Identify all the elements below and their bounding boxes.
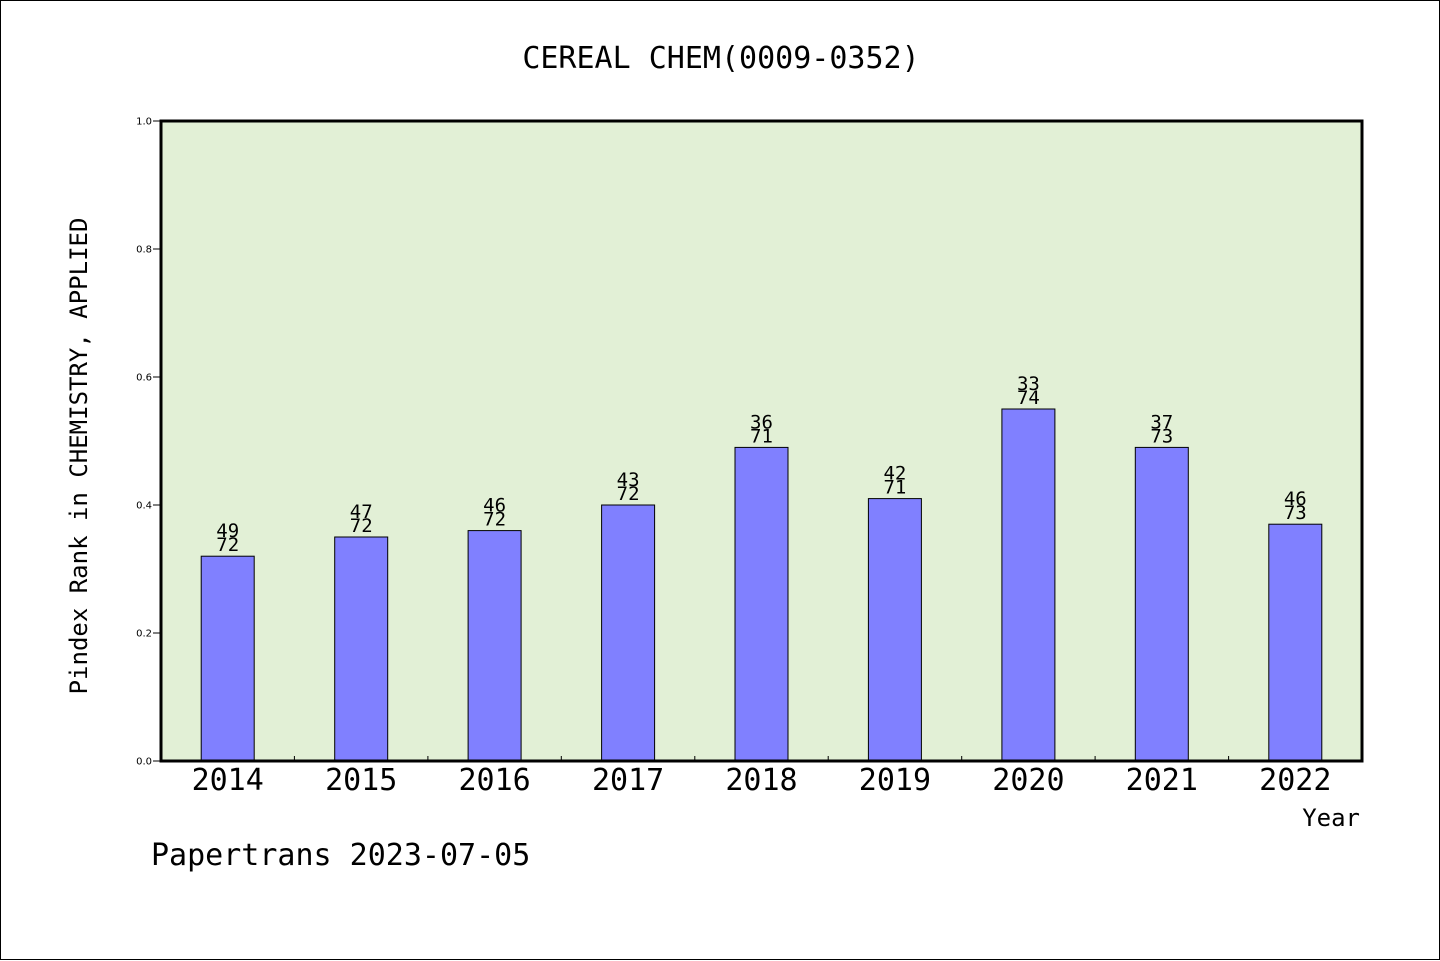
bar-total-label-2014: 72: [216, 534, 239, 556]
bar-total-label-2016: 72: [483, 509, 506, 531]
footer-text: Papertrans 2023-07-05: [151, 838, 530, 873]
bar-total-label-2019: 71: [883, 477, 906, 499]
chart-title: CEREAL CHEM(0009-0352): [522, 41, 919, 76]
x-tick-label-2021: 2021: [1126, 763, 1198, 798]
plot-border: [159, 119, 1364, 763]
y-tick-label: 0.4: [136, 501, 152, 512]
bar-2019: [867, 498, 922, 762]
x-tick-label-2014: 2014: [192, 763, 264, 798]
y-tick-label: 1.0: [136, 117, 152, 128]
bar-2022: [1268, 523, 1323, 762]
bar-total-label-2017: 72: [617, 483, 640, 505]
bar-rank-label-2015: 47: [350, 501, 373, 523]
bar-rank-label-2022: 46: [1284, 488, 1307, 510]
bar-2018: [734, 446, 789, 762]
bar-rank-label-2020: 33: [1017, 373, 1040, 395]
bar-2016: [467, 530, 522, 762]
bar-total-label-2021: 73: [1150, 425, 1173, 447]
x-tick-label-2017: 2017: [592, 763, 664, 798]
bar-2017: [601, 504, 656, 762]
bar-rank-label-2016: 46: [483, 495, 506, 517]
y-tick-label: 0.2: [136, 629, 152, 640]
y-axis: 0.0 0.2 0.4 0.6 0.8 1.0: [136, 117, 161, 768]
bar-total-label-2020: 74: [1017, 387, 1040, 409]
bar-2014: [200, 555, 255, 762]
bar-rank-label-2017: 43: [617, 469, 640, 491]
y-axis-label: Pindex Rank in CHEMISTRY, APPLIED: [65, 218, 93, 695]
bar-total-label-2018: 71: [750, 425, 773, 447]
y-tick-label: 0.6: [136, 373, 152, 384]
x-axis-label: Year: [1302, 804, 1360, 832]
bar-total-label-2022: 73: [1284, 502, 1307, 524]
bar-rank-label-2014: 49: [216, 520, 239, 542]
x-tick-label-2019: 2019: [859, 763, 931, 798]
x-tick-label-2015: 2015: [325, 763, 397, 798]
bars-group: [200, 408, 1323, 762]
bar-2020: [1001, 408, 1056, 762]
x-tick-label-2016: 2016: [458, 763, 530, 798]
bar-total-label-2015: 72: [350, 515, 373, 537]
bar-2021: [1134, 446, 1189, 762]
bar-rank-label-2021: 37: [1150, 411, 1173, 433]
x-tick-label-2022: 2022: [1259, 763, 1331, 798]
bar-rank-label-2018: 36: [750, 411, 773, 433]
bar-rank-label-2019: 42: [883, 463, 906, 485]
bar-2015: [334, 536, 389, 762]
x-tick-label-2020: 2020: [992, 763, 1064, 798]
x-tick-label-2018: 2018: [725, 763, 797, 798]
y-tick-label: 0.8: [136, 245, 152, 256]
y-tick-label: 0.0: [136, 757, 152, 768]
x-axis: 2014 2015 2016 2017 2018 2019 2020 2021 2022: [192, 756, 1331, 798]
